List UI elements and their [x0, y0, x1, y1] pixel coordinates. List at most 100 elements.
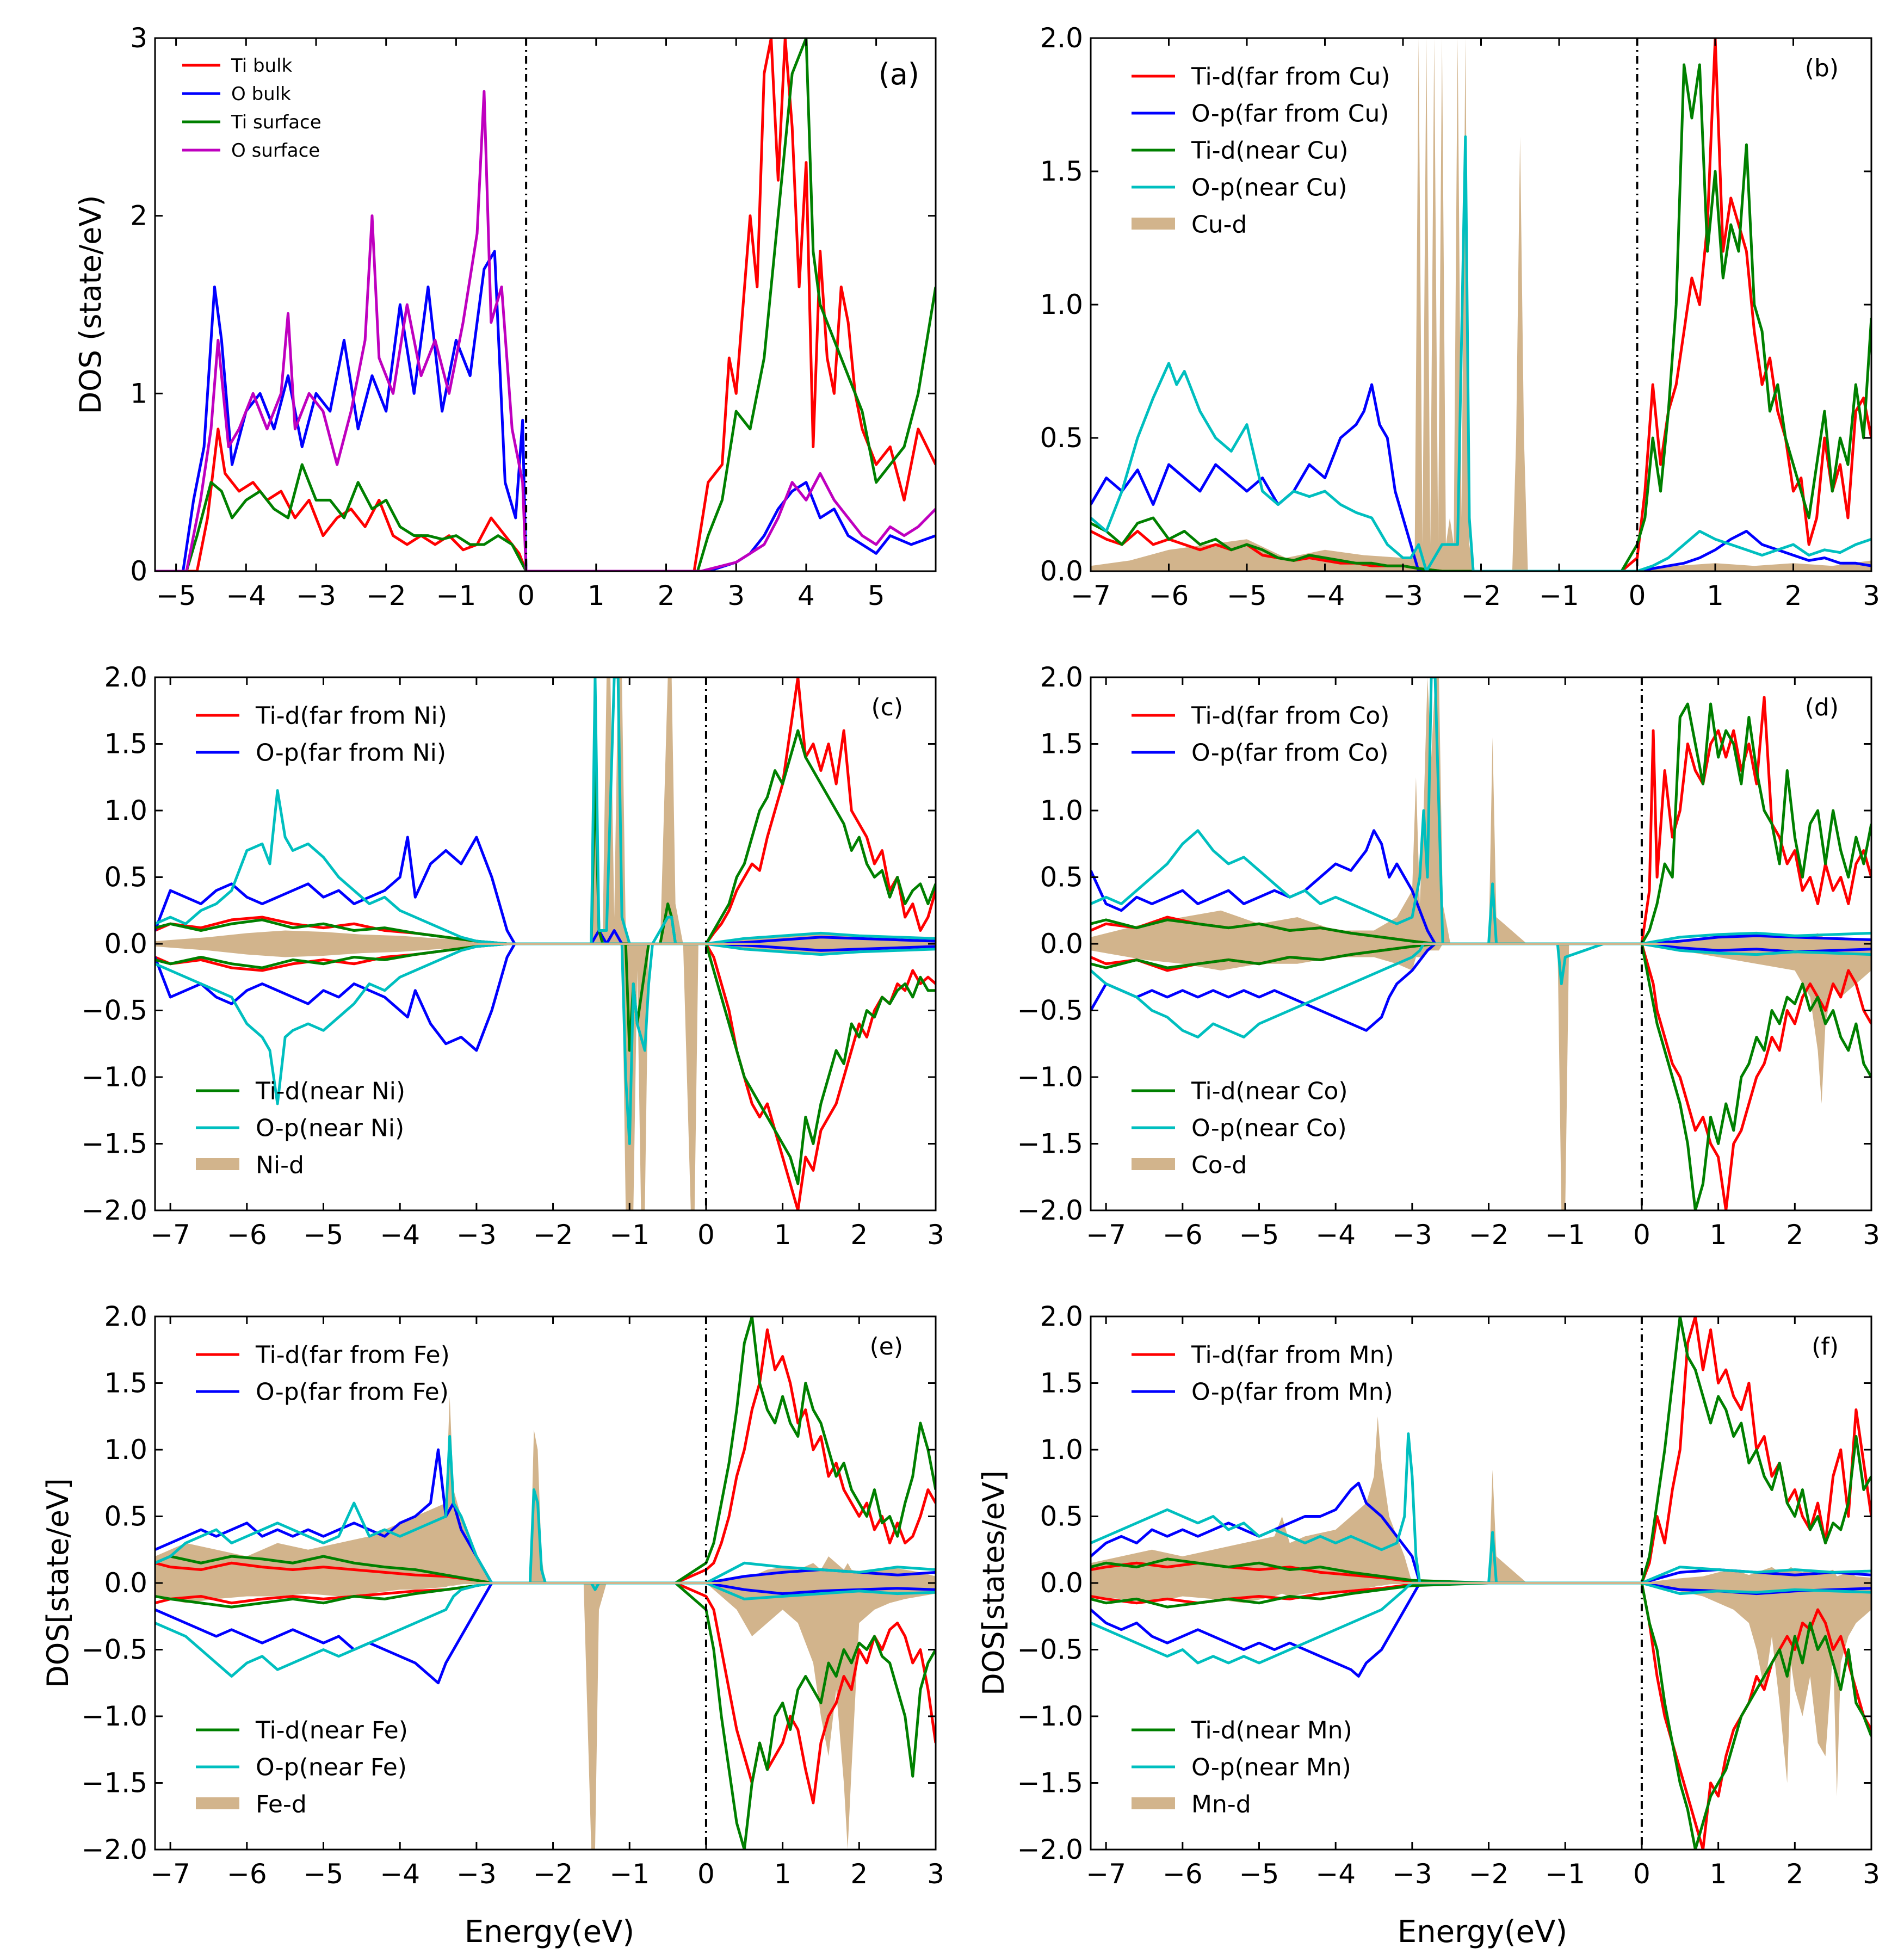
x-tick-label-b-6: −1 — [1539, 580, 1579, 611]
legend-label-c-lower-1: O-p(near Ni) — [256, 1114, 404, 1142]
legend-label-e-main-1: O-p(far from Fe) — [256, 1378, 449, 1406]
y-tick-label-d-6: 1.0 — [1040, 795, 1083, 826]
y-tick-label-f-1: −1.5 — [1017, 1767, 1083, 1799]
y-tick-label-a-3: 3 — [130, 22, 147, 54]
x-tick-label-c-6: −1 — [609, 1219, 650, 1251]
legend-label-d-lower-2: Co-d — [1191, 1151, 1247, 1179]
y-tick-label-b-4: 2.0 — [1040, 22, 1083, 54]
y-tick-label-c-6: 1.0 — [104, 795, 147, 826]
y-tick-label-e-7: 1.5 — [104, 1368, 147, 1399]
y-tick-label-a-1: 1 — [130, 378, 147, 409]
x-tick-label-a-1: −4 — [226, 580, 266, 611]
x-tick-label-a-10: 5 — [868, 580, 885, 611]
y-tick-label-f-4: 0.0 — [1040, 1567, 1083, 1599]
legend-b-main: Ti-d(far from Cu) O-p(far from Cu) Ti-d(ne… — [1132, 63, 1390, 238]
legend-label-f-lower-0: Ti-d(near Mn) — [1191, 1716, 1352, 1744]
panel-label-b: (b) — [1805, 54, 1839, 82]
legend-label-f-main-1: O-p(far from Mn) — [1191, 1378, 1393, 1406]
legend-label-b-main-2: Ti-d(near Cu) — [1191, 137, 1349, 164]
y-tick-label-b-0: 0.0 — [1040, 555, 1083, 587]
panel-label-c: (c) — [871, 694, 903, 721]
x-tick-label-e-6: −1 — [609, 1858, 650, 1890]
panel-a: −5 −4 −3 −2 −1 0 1 2 3 4 5 0 1 2 3 DOS (state/eV) (a) Ti … — [73, 22, 937, 611]
series-line-a-2-up — [155, 38, 936, 571]
series-line-a-3-up — [155, 90, 936, 571]
axes-frame-a — [154, 37, 937, 572]
legend-f-lower: Ti-d(near Mn) O-p(near Mn) Mn-d — [1132, 1716, 1352, 1818]
legend-f-main: Ti-d(far from Mn) O-p(far from Mn) — [1132, 1341, 1394, 1406]
legend-label-c-lower-0: Ti-d(near Ni) — [255, 1077, 405, 1105]
y-tick-label-c-3: −0.5 — [82, 995, 147, 1027]
legend-label-c-main-0: Ti-d(far from Ni) — [255, 702, 447, 729]
legend-label-f-lower-1: O-p(near Mn) — [1191, 1753, 1351, 1781]
series-line-f-3-dn — [1091, 1581, 1871, 1850]
x-tick-label-f-0: −7 — [1086, 1858, 1126, 1890]
series-line-e-3-up — [155, 1316, 936, 1585]
x-tick-label-f-8: 1 — [1710, 1858, 1727, 1890]
x-tick-label-d-8: 1 — [1710, 1219, 1727, 1251]
x-tick-label-a-4: −1 — [436, 580, 477, 611]
y-tick-label-c-2: −1.0 — [82, 1061, 147, 1093]
y-tick-label-a-0: 0 — [130, 555, 147, 587]
y-tick-label-a-2: 2 — [130, 200, 147, 232]
y-tick-label-d-4: 0.0 — [1040, 928, 1083, 960]
y-tick-label-f-2: −1.0 — [1017, 1701, 1083, 1732]
y-tick-label-d-8: 2.0 — [1040, 661, 1083, 693]
y-tick-label-e-1: −1.5 — [82, 1767, 147, 1799]
x-tick-label-f-9: 2 — [1786, 1858, 1803, 1890]
y-tick-label-d-7: 1.5 — [1040, 728, 1083, 760]
x-tick-label-d-6: −1 — [1545, 1219, 1585, 1251]
series-line-b-4-up — [1091, 135, 1871, 571]
x-tick-label-b-1: −6 — [1149, 580, 1189, 611]
x-tick-label-c-7: 0 — [697, 1219, 715, 1251]
x-tick-label-f-5: −2 — [1469, 1858, 1509, 1890]
legend-label-e-lower-0: Ti-d(near Fe) — [255, 1716, 408, 1744]
y-tick-label-e-5: 0.5 — [104, 1501, 147, 1532]
legend-label-c-lower-2: Ni-d — [256, 1151, 304, 1179]
x-tick-label-b-10: 3 — [1863, 580, 1880, 611]
x-tick-label-d-2: −5 — [1239, 1219, 1279, 1251]
y-tick-label-c-1: −1.5 — [82, 1128, 147, 1160]
y-tick-label-d-3: −0.5 — [1017, 995, 1083, 1027]
y-tick-label-e-2: −1.0 — [82, 1701, 147, 1732]
x-tick-label-b-9: 2 — [1785, 580, 1802, 611]
x-tick-label-c-5: −2 — [533, 1219, 573, 1251]
x-tick-label-b-8: 1 — [1707, 580, 1724, 611]
series-line-e-2-up — [155, 1448, 936, 1585]
legend-c-lower: Ti-d(near Ni) O-p(near Ni) Ni-d — [196, 1077, 405, 1179]
panel-f: −7 −6 −5 −4 −3 −2 −1 0 1 2 3 −2.0 −1.5 −1.0 −0.5 0.0 0.5… — [976, 1301, 1880, 1890]
y-tick-label-d-0: −2.0 — [1017, 1195, 1083, 1226]
series-line-e-2-dn — [155, 1581, 936, 1685]
legend-label-b-main-1: O-p(far from Cu) — [1191, 100, 1389, 127]
y-axis-label-a: DOS (state/eV) — [73, 195, 108, 415]
legend-a-main: Ti bulk O bulk Ti surface O surface — [182, 55, 322, 162]
series-fill-f-0-up — [1091, 1416, 1871, 1583]
y-tick-label-d-1: −1.5 — [1017, 1128, 1083, 1160]
panel-label-d: (d) — [1805, 694, 1839, 721]
legend-label-d-lower-1: O-p(near Co) — [1191, 1114, 1347, 1142]
legend-label-a-main-2: Ti surface — [231, 112, 322, 133]
y-tick-label-f-3: −0.5 — [1017, 1634, 1083, 1666]
x-tick-label-c-3: −4 — [380, 1219, 420, 1251]
x-tick-label-e-2: −5 — [304, 1858, 344, 1890]
y-tick-label-d-5: 0.5 — [1040, 862, 1083, 893]
x-tick-label-d-10: 3 — [1863, 1219, 1880, 1251]
x-tick-label-a-0: −5 — [156, 580, 196, 611]
x-tick-label-f-1: −6 — [1163, 1858, 1203, 1890]
x-tick-label-d-4: −3 — [1392, 1219, 1432, 1251]
x-tick-label-e-8: 1 — [774, 1858, 792, 1890]
legend-swatch-b-main-4 — [1132, 218, 1175, 230]
y-tick-label-e-8: 2.0 — [104, 1301, 147, 1332]
y-tick-label-e-4: 0.0 — [104, 1567, 147, 1599]
legend-label-e-lower-2: Fe-d — [256, 1790, 307, 1818]
series-fill-e-0-dn — [155, 1583, 936, 1850]
y-axis-label-e: DOS[state/eV] — [41, 1478, 75, 1688]
x-tick-label-c-0: −7 — [150, 1219, 190, 1251]
panel-e: −7 −6 −5 −4 −3 −2 −1 0 1 2 3 −2.0 −1.5 −1.0 −0.5 0.0 0.5… — [41, 1301, 944, 1890]
x-tick-label-c-2: −5 — [304, 1219, 344, 1251]
legend-label-a-main-0: Ti bulk — [231, 55, 293, 77]
x-tick-label-d-9: 2 — [1786, 1219, 1803, 1251]
y-tick-label-e-0: −2.0 — [82, 1834, 147, 1865]
